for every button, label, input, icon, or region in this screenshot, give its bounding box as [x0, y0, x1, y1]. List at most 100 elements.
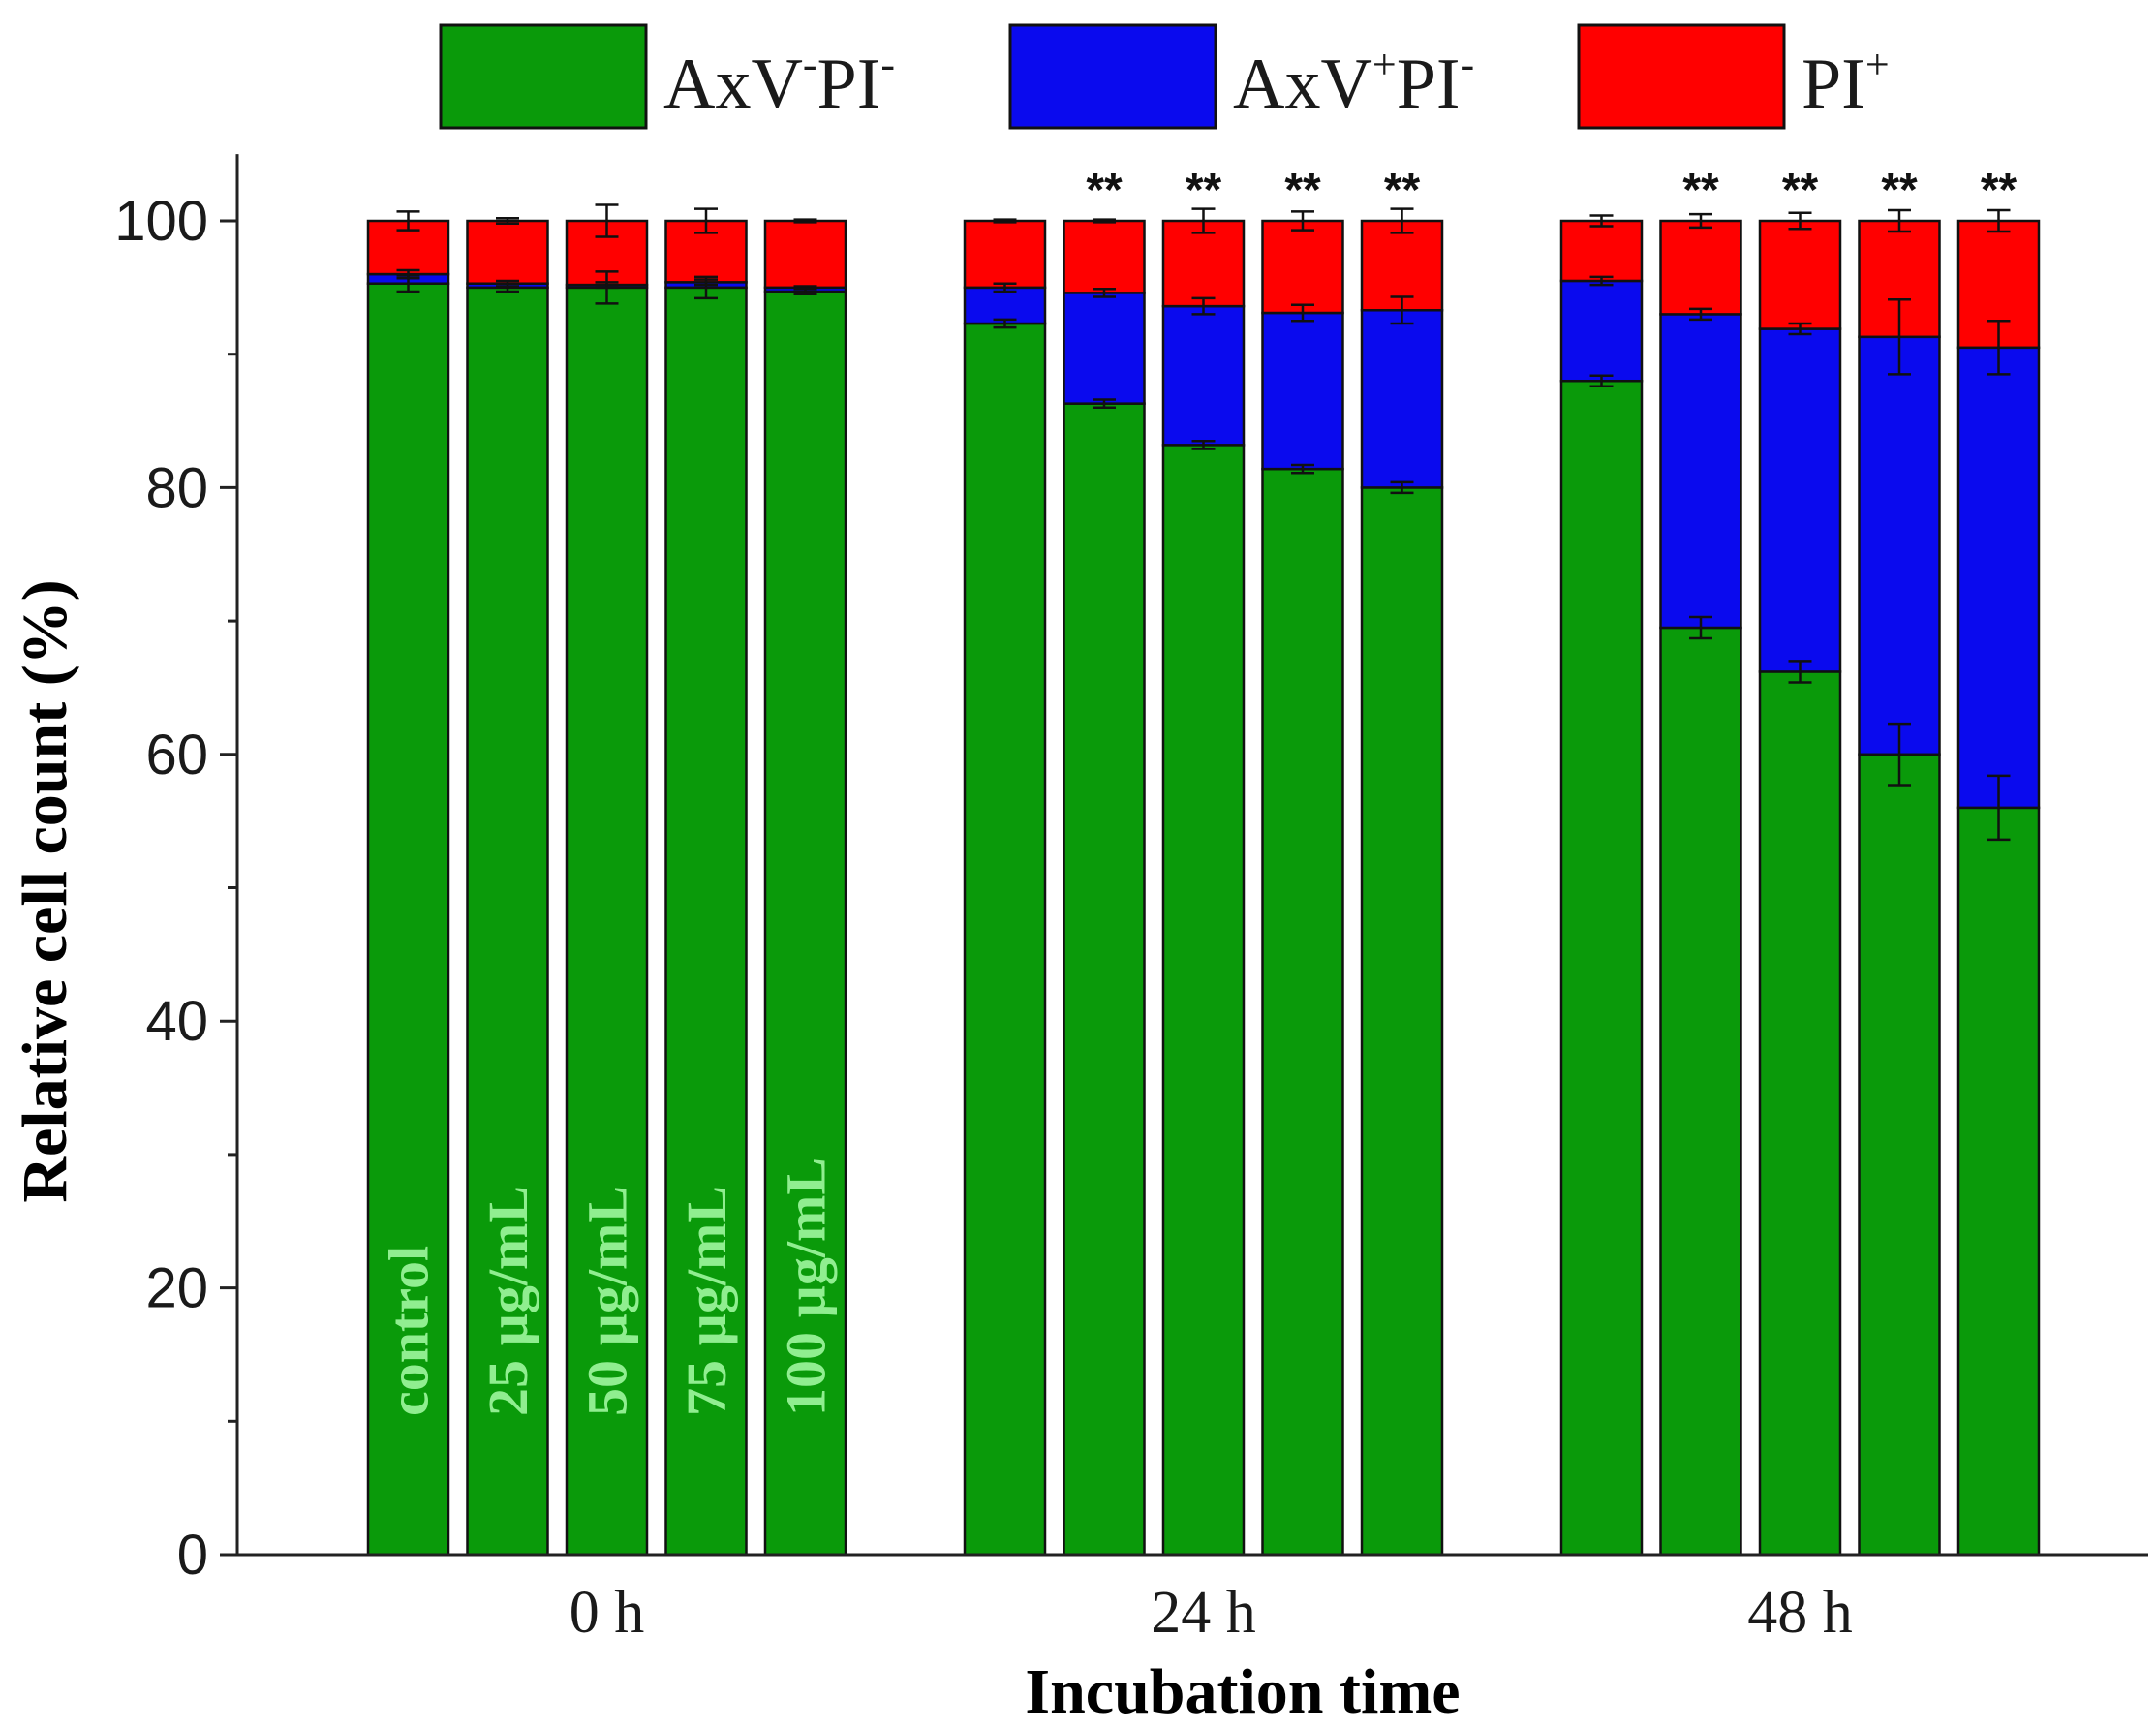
error-bar	[1689, 307, 1712, 322]
x-category-label: 0 h	[570, 1580, 645, 1646]
bar-segment	[1559, 279, 1644, 383]
error-bar	[694, 278, 718, 287]
legend-entry: AxV-PI-	[439, 23, 895, 130]
error-bar	[1689, 615, 1712, 640]
bar-segment	[1858, 335, 1941, 756]
error-bar	[1888, 297, 1911, 376]
error-bar	[1888, 722, 1911, 787]
bar-segment	[664, 286, 748, 1557]
error-bar	[1987, 320, 2011, 376]
significance-annotation: **	[1782, 165, 1819, 216]
bar-treatment-label: 75 µg/mL	[675, 1186, 738, 1416]
bar-segment	[1063, 219, 1146, 294]
bar-segment	[1758, 327, 1842, 673]
bar-segment	[1559, 379, 1644, 1557]
legend-swatch	[1008, 23, 1217, 130]
bar-segment	[1659, 626, 1742, 1557]
error-bar	[694, 207, 718, 234]
error-bar	[1191, 296, 1216, 316]
error-bar	[496, 279, 519, 288]
error-bar	[793, 285, 817, 291]
y-tick-label: 20	[145, 1257, 208, 1320]
legend-label: AxV-PI-	[663, 41, 895, 124]
legend-entry: PI+	[1577, 23, 1890, 130]
bar-segment	[466, 219, 549, 285]
bar-segment	[1063, 402, 1146, 1557]
error-bar	[1093, 218, 1116, 224]
error-bar	[1589, 374, 1614, 387]
error-bar	[1689, 212, 1712, 230]
bar-treatment-label: 100 µg/mL	[775, 1158, 838, 1416]
error-bar	[993, 282, 1017, 293]
significance-annotation: **	[1682, 165, 1719, 216]
bar-segment	[1261, 311, 1344, 471]
significance-annotation: **	[1881, 165, 1918, 216]
legend-label: PI+	[1802, 41, 1890, 124]
error-bar	[396, 268, 420, 280]
x-category-label: 24 h	[1151, 1580, 1256, 1646]
significance-annotation: **	[1384, 165, 1421, 216]
error-bar	[595, 203, 619, 238]
significance-annotation: **	[1284, 165, 1321, 216]
bar-segment	[1758, 219, 1842, 330]
bar-segment	[963, 322, 1047, 1557]
bar-segment	[1360, 486, 1444, 1557]
error-bar	[496, 216, 519, 226]
bar-segment	[1261, 467, 1344, 1557]
y-tick-label: 80	[145, 456, 208, 519]
error-bar	[1788, 211, 1812, 231]
error-bar	[1093, 287, 1116, 298]
legend-swatch	[1577, 23, 1786, 130]
significance-annotation: **	[1086, 165, 1123, 216]
error-bar	[793, 218, 817, 224]
bar-segment	[1659, 313, 1742, 630]
bar-segment	[1659, 219, 1742, 316]
bar-segment	[466, 286, 549, 1557]
legend-label: AxV+PI-	[1233, 41, 1474, 124]
error-bar	[1390, 207, 1414, 234]
bar-segment	[963, 219, 1047, 290]
bar-treatment-label: 25 µg/mL	[477, 1186, 539, 1416]
significance-annotation: **	[1186, 165, 1222, 216]
error-bar	[993, 318, 1017, 329]
x-axis-title: Incubation time	[1025, 1656, 1460, 1727]
error-bar	[1191, 439, 1216, 450]
legend-swatch	[439, 23, 648, 130]
bar-segment	[565, 286, 649, 1557]
error-bar	[993, 218, 1017, 224]
error-bar	[396, 210, 420, 232]
error-bar	[1291, 463, 1314, 475]
error-bar	[1987, 774, 2011, 842]
bar-segment	[1758, 670, 1842, 1557]
bar-treatment-label: control	[378, 1246, 441, 1416]
error-bar	[1390, 480, 1414, 495]
error-bar	[1788, 322, 1812, 336]
bar-segment	[1161, 444, 1246, 1557]
error-bar	[1191, 207, 1216, 234]
error-bar	[1291, 303, 1314, 323]
y-tick-label: 0	[177, 1524, 208, 1587]
bar-segment	[1261, 219, 1344, 315]
bar-segment	[1161, 304, 1246, 447]
bar-segment	[1956, 806, 2041, 1557]
error-bar	[1589, 214, 1614, 228]
bar-segment	[763, 219, 847, 290]
bar-segment	[1858, 753, 1941, 1557]
bars: control 25 µg/mL 50 µg/mL 75 µg/mL 100 µg/mL…	[366, 165, 2041, 1557]
y-tick-label: 40	[145, 990, 208, 1053]
legend-entry: AxV+PI-	[1008, 23, 1474, 130]
bar-segment	[1063, 292, 1146, 405]
error-bar	[595, 281, 619, 290]
error-bar	[1987, 208, 2011, 233]
error-bar	[1788, 660, 1812, 684]
y-axis-title: Relative cell count (%)	[10, 579, 80, 1202]
error-bar	[1390, 295, 1414, 325]
bar-segment	[963, 286, 1047, 325]
bar-segment	[1956, 346, 2041, 810]
bar-segment	[366, 282, 450, 1557]
bar-segment	[1161, 219, 1246, 308]
error-bar	[1093, 398, 1116, 410]
y-tick-label: 60	[145, 724, 208, 787]
bar-segment	[1559, 219, 1644, 283]
